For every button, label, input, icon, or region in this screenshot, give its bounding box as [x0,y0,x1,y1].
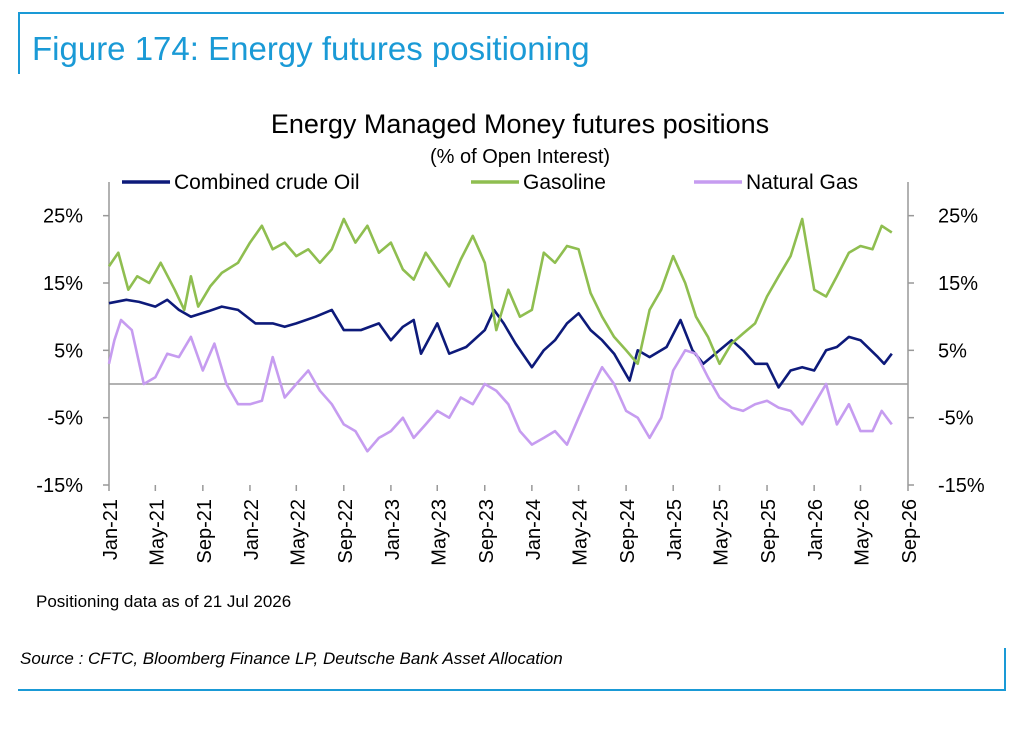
x-tick-label: Jan-23 [382,499,404,560]
frame-left-border [18,12,20,74]
y-tick-label-right: -15% [938,475,985,497]
x-tick-label: Sep-24 [617,499,639,564]
chart-title: Energy Managed Money futures positions [271,109,769,139]
x-tick-label: May-26 [852,499,874,566]
legend-label: Gasoline [523,171,606,194]
x-tick-label: May-25 [711,499,733,566]
chart-legend: Combined crude Oil Gasoline Natural Gas [122,171,858,194]
x-tick-label: Sep-21 [194,499,216,564]
y-tick-label-left: 25% [43,206,83,228]
x-tick-label: Jan-21 [100,499,122,560]
y-tick-label-right: 5% [938,340,967,362]
x-tick-label: May-21 [146,499,168,566]
legend-label: Combined crude Oil [174,171,360,194]
y-tick-label-right: 25% [938,206,978,228]
x-tick-label: Jan-24 [523,499,545,560]
frame-right-border [1004,648,1006,691]
x-tick-label: Sep-25 [758,499,780,564]
source-note: Source : CFTC, Bloomberg Finance LP, Deu… [20,649,563,668]
x-tick-label: Jan-26 [805,499,827,560]
series-line-natural-gas [107,318,893,453]
series-line-combined-crude-oil [108,298,893,389]
x-tick-label: Jan-25 [664,499,686,560]
y-tick-label-right: 15% [938,273,978,295]
x-tick-label: Jan-22 [241,499,263,560]
chart-subtitle: (% of Open Interest) [430,146,610,168]
y-tick-label-right: -5% [938,408,974,430]
y-tick-label-left: 5% [54,340,83,362]
x-tick-label: Sep-26 [899,499,921,564]
legend-label: Natural Gas [746,171,858,194]
chart-axes: 25% 25% 15% 15% 5% 5% -5% -5% -15% -15% Jan-21 May-… [36,182,985,566]
y-tick-label-left: -5% [47,408,83,430]
frame-bottom-border [18,689,1006,691]
x-tick-label: Sep-23 [476,499,498,564]
x-tick-label: May-24 [570,499,592,566]
series-line-gasoline [107,217,893,366]
chart-series [107,217,893,453]
y-tick-label-left: -15% [36,475,83,497]
x-tick-label: May-23 [428,499,450,566]
x-tick-label: May-22 [287,499,309,566]
figure-title: Figure 174: Energy futures positioning [32,30,590,67]
y-tick-label-left: 15% [43,273,83,295]
frame-top-border [18,12,1004,14]
positioning-footnote: Positioning data as of 21 Jul 2026 [36,592,292,611]
x-tick-label: Sep-22 [335,499,357,564]
